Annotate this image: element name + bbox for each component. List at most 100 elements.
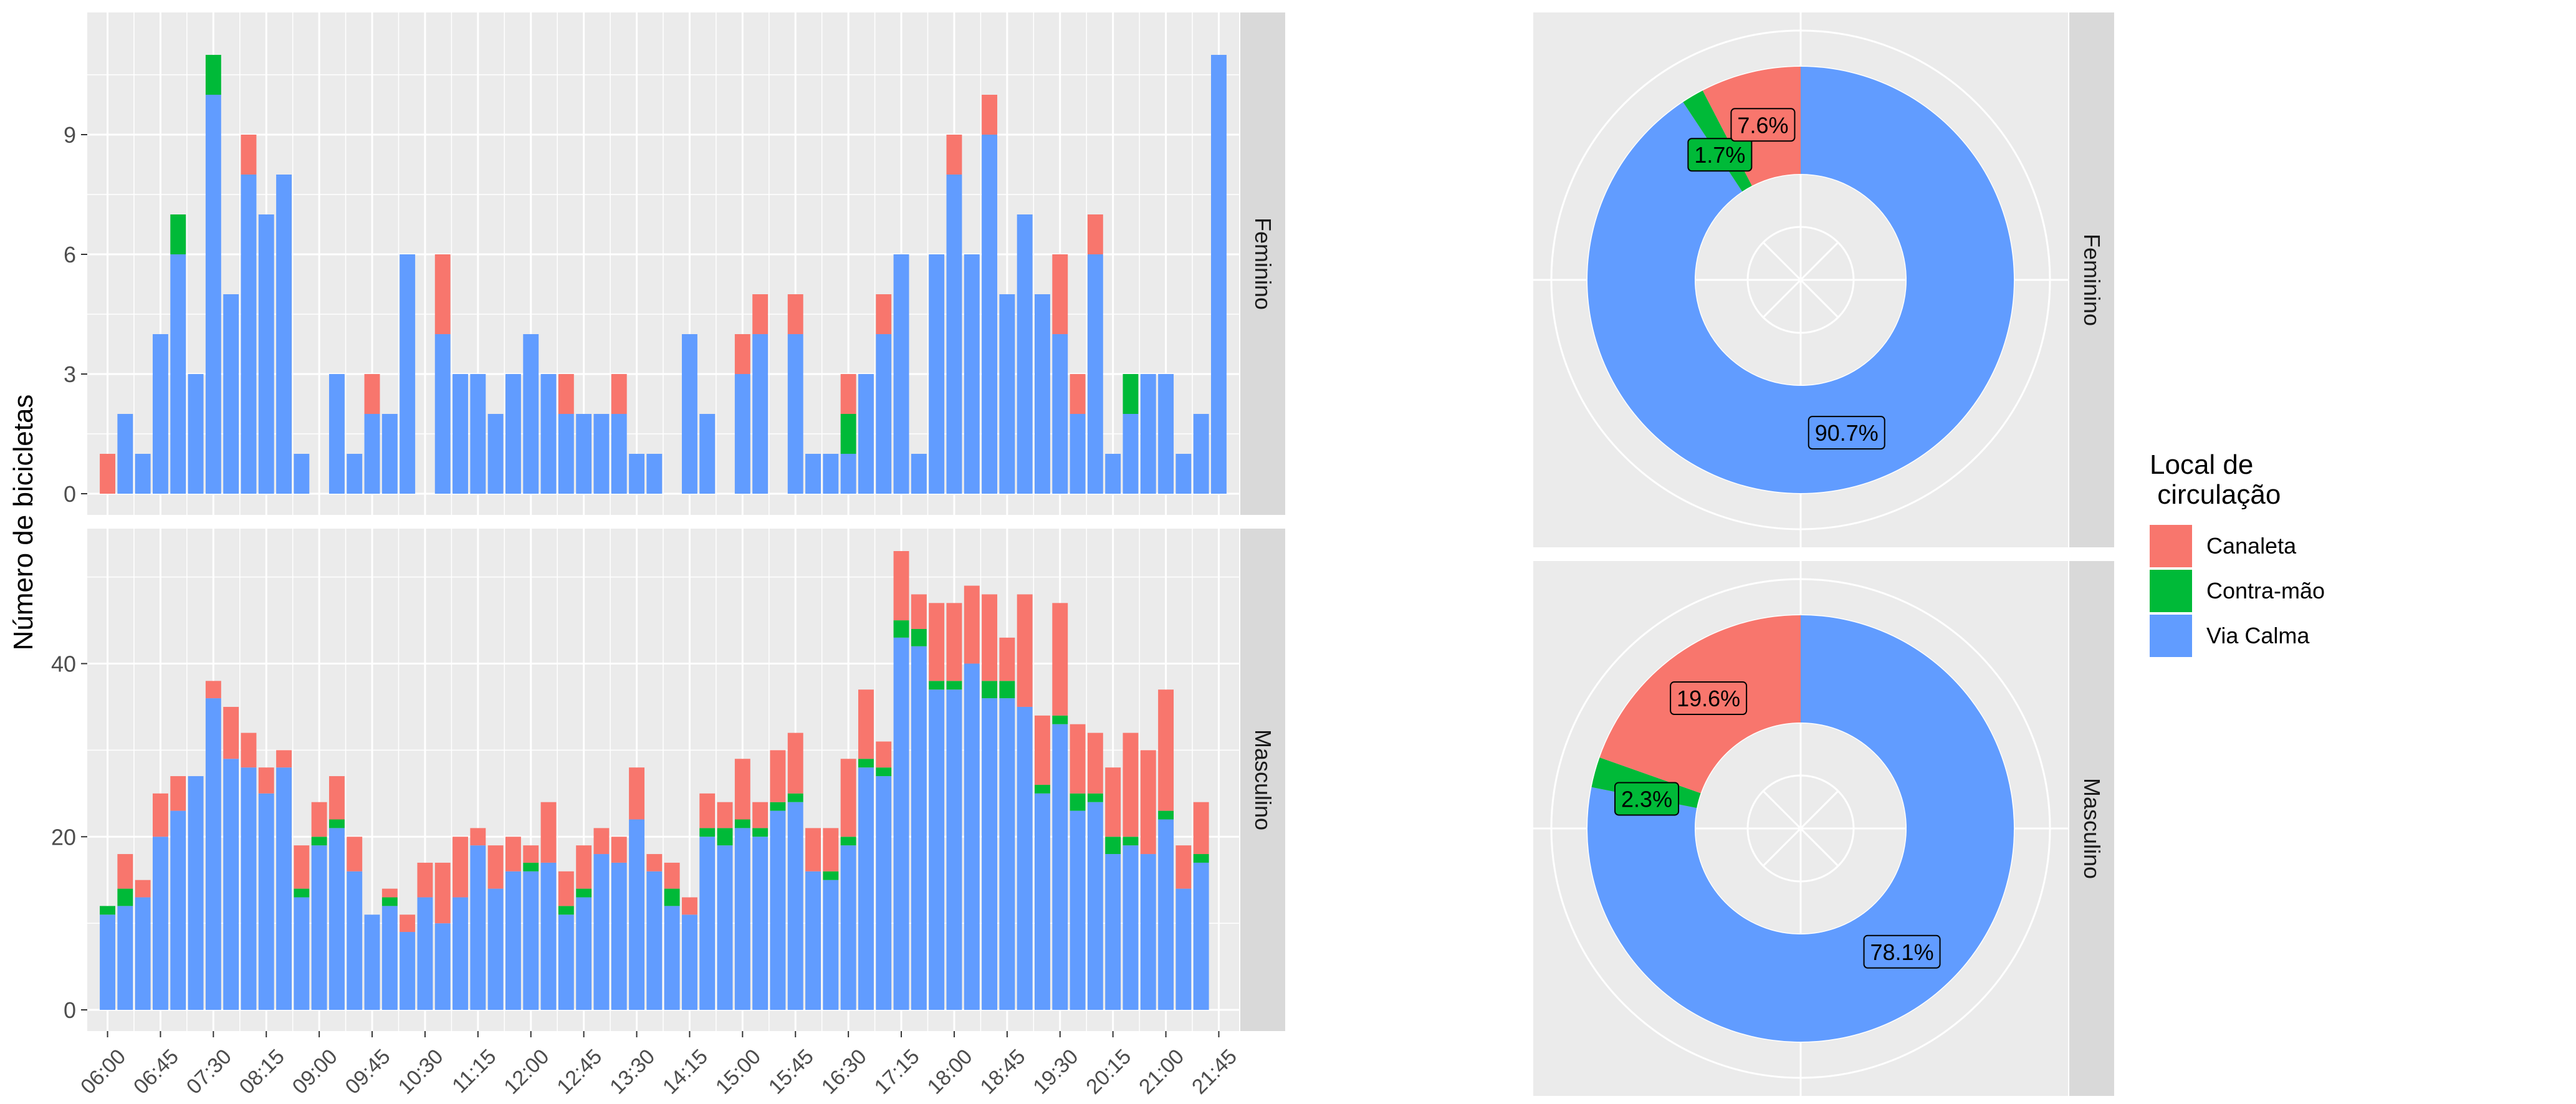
bar-panel-masculino: 0 20 40 Masculino (51, 529, 1285, 1031)
bar-segment-via-calma (1123, 414, 1139, 494)
bar-segment-contra-m-o (840, 414, 856, 454)
slice-label: 1.7% (1694, 142, 1745, 168)
x-tick-label: 20:15 (1081, 1045, 1136, 1099)
legend-title-line2: circulação (2150, 479, 2281, 510)
bar-segment-via-calma (558, 914, 574, 1010)
bar-segment-canaleta (1070, 374, 1086, 414)
bar-segment-contra-m-o (1193, 854, 1209, 863)
bar-segment-via-calma (540, 862, 557, 1010)
bar-segment-via-calma (893, 637, 909, 1010)
bar-segment-via-calma (576, 414, 592, 494)
x-tick-label: 12:00 (499, 1045, 553, 1099)
bar-segment-canaleta (929, 603, 945, 681)
bar-segment-contra-m-o (787, 793, 803, 802)
bar-segment-canaleta (311, 802, 327, 837)
bar-segment-via-calma (417, 897, 433, 1010)
legend-label: Canaleta (2206, 533, 2297, 559)
facet-label: Masculino (1250, 729, 1276, 830)
bar-segment-via-calma (434, 334, 451, 494)
bar-segment-contra-m-o (1052, 715, 1068, 724)
bar-segment-contra-m-o (311, 837, 327, 846)
x-tick-label: 11:15 (448, 1045, 500, 1098)
bar-segment-contra-m-o (1070, 793, 1086, 811)
bar-segment-via-calma (1017, 706, 1033, 1010)
y-tick-label: 6 (64, 242, 76, 267)
bar-segment-via-calma (452, 374, 469, 494)
bar-segment-via-calma (876, 776, 892, 1010)
bar-segment-via-calma (1087, 254, 1103, 494)
bar-segment-canaleta (135, 880, 151, 898)
bar-segment-canaleta (840, 759, 856, 837)
bar-segment-via-calma (840, 845, 856, 1010)
bar-segment-contra-m-o (876, 767, 892, 777)
slice-label: 78.1% (1870, 939, 1934, 965)
bar-segment-via-calma (576, 897, 592, 1010)
bar-segment-via-calma (646, 454, 663, 494)
bar-segment-via-calma (523, 334, 539, 494)
facet-strip (1240, 12, 1285, 515)
bar-segment-contra-m-o (1087, 793, 1103, 802)
bar-segment-via-calma (982, 698, 998, 1010)
bar-segment-via-calma (717, 845, 733, 1010)
bar-segment-canaleta (964, 585, 980, 664)
bar-segment-contra-m-o (558, 906, 574, 915)
bar-segment-canaleta (946, 135, 962, 175)
bar-segment-via-calma (558, 414, 574, 494)
bar-segment-via-calma (276, 767, 292, 1010)
x-tick-label: 16:30 (817, 1045, 871, 1099)
slice-label-box (1863, 934, 1941, 969)
bar-segment-via-calma (982, 135, 998, 494)
bar-segment-via-calma (1035, 793, 1050, 1010)
bar-segment-contra-m-o (100, 906, 115, 915)
bar-segment-via-calma (152, 837, 168, 1010)
bar-segment-contra-m-o (840, 837, 856, 846)
bar-segment-via-calma (188, 374, 204, 494)
bar-segment-contra-m-o (117, 888, 133, 906)
bar-segment-canaleta (205, 681, 221, 699)
bar-segment-canaleta (1070, 724, 1086, 794)
bar-segment-canaleta (858, 689, 874, 759)
bar-segment-via-calma (381, 414, 398, 494)
bar-segment-via-calma (929, 689, 945, 1010)
bar-segment-via-calma (470, 845, 486, 1010)
bar-segment-canaleta (540, 802, 557, 863)
bar-segment-canaleta (100, 454, 115, 494)
bar-segment-canaleta (787, 732, 803, 794)
bar-segment-canaleta (664, 862, 680, 889)
bar-segment-via-calma (858, 374, 874, 494)
bar-segment-via-calma (752, 334, 768, 494)
bar-segment-via-calma (241, 767, 257, 1010)
bar-segment-canaleta (734, 334, 750, 374)
bar-segment-canaleta (876, 294, 892, 334)
x-tick-label: 06:45 (129, 1045, 183, 1099)
bar-segment-canaleta (681, 897, 697, 915)
bar-segment-via-calma (770, 810, 786, 1010)
slice-label-box (1730, 108, 1796, 142)
bar-segment-via-calma (1070, 414, 1086, 494)
bar-segment-via-calma (840, 454, 856, 494)
bar-segment-via-calma (400, 932, 416, 1010)
bar-segment-via-calma (434, 923, 451, 1010)
bar-segment-via-calma (100, 914, 115, 1010)
x-tick-label: 18:00 (923, 1045, 977, 1099)
bar-segment-via-calma (170, 254, 186, 494)
slice-label-box (1670, 681, 1748, 716)
legend-key-contra-m-o (2150, 570, 2192, 612)
polar-spoke (1799, 241, 1839, 281)
bar-segment-via-calma (787, 802, 803, 1010)
bar-segment-via-calma (593, 854, 610, 1010)
x-tick-label: 10:30 (394, 1045, 448, 1099)
bar-segment-canaleta (946, 603, 962, 681)
bar-segment-via-calma (152, 334, 168, 494)
bar-segment-via-calma (223, 759, 239, 1010)
bar-segment-contra-m-o (999, 681, 1015, 699)
bar-segment-canaleta (1158, 689, 1174, 811)
bar-segment-via-calma (258, 214, 274, 494)
bar-segment-via-calma (823, 454, 839, 494)
bar-segment-canaleta (1052, 254, 1068, 334)
bar-segment-canaleta (558, 374, 574, 414)
y-axis-label: Número de bicicletas (8, 395, 39, 651)
bar-segment-canaleta (576, 845, 592, 889)
bar-segment-via-calma (946, 175, 962, 494)
